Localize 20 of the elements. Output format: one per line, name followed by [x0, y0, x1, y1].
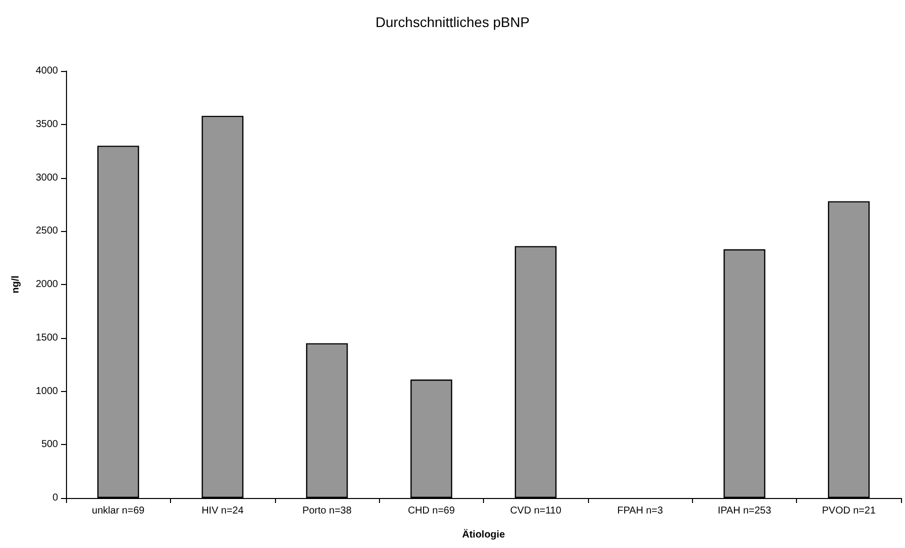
- y-axis-title: ng/l: [10, 275, 22, 294]
- y-tick-label: 3000: [36, 172, 58, 184]
- y-tick-label: 500: [41, 439, 58, 450]
- y-tick-label: 1500: [36, 332, 58, 344]
- y-tick-label: 0: [52, 492, 58, 504]
- x-tick-label: unklar n=69: [92, 506, 145, 516]
- x-tick-label: FPAH n=3: [617, 506, 664, 516]
- x-axis-title: Ätiologie: [462, 528, 506, 540]
- x-tick-label: IPAH n=253: [718, 506, 772, 516]
- x-tick-label: Porto n=38: [302, 506, 352, 516]
- x-tick-label: HIV n=24: [202, 506, 244, 516]
- x-tick-label: CHD n=69: [408, 506, 456, 516]
- y-tick-label: 2000: [36, 279, 58, 290]
- x-tick-label: CVD n=110: [510, 506, 562, 516]
- chart-title: Durchschnittliches pBNP: [375, 14, 530, 30]
- x-tick-label: PVOD n=21: [822, 506, 876, 516]
- y-tick-label: 1000: [36, 386, 58, 397]
- y-tick-label: 2500: [36, 226, 58, 237]
- y-tick-label: 4000: [36, 66, 58, 76]
- y-tick-label: 3500: [36, 118, 58, 130]
